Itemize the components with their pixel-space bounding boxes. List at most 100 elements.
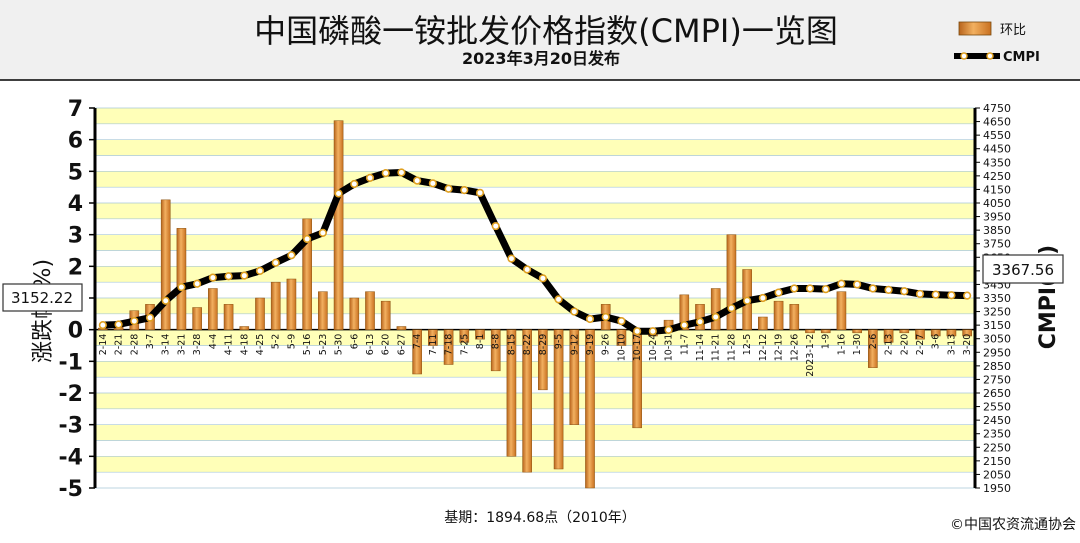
x-tick-label: 7-18 bbox=[444, 334, 455, 356]
x-tick-label: 5-16 bbox=[302, 334, 313, 356]
chart-title: 中国磷酸一铵批发价格指数(CMPI)一览图 bbox=[254, 12, 838, 50]
cmpi-point bbox=[601, 312, 610, 322]
cmpi-point bbox=[475, 188, 485, 197]
cmpi-point bbox=[900, 287, 909, 296]
left-tick-label: -5 bbox=[59, 477, 83, 502]
left-callout-text: 3152.22 bbox=[11, 289, 73, 307]
x-tick-label: 2023-1-2 bbox=[805, 334, 816, 377]
legend-line-marker bbox=[986, 52, 994, 60]
header-background bbox=[0, 0, 1080, 80]
right-tick-label: 3950 bbox=[983, 211, 1011, 224]
bar-change bbox=[286, 278, 297, 330]
right-tick-label: 2950 bbox=[983, 346, 1011, 359]
cmpi-point bbox=[130, 316, 139, 326]
x-tick-label: 10-10 bbox=[616, 334, 627, 362]
cmpi-point bbox=[648, 327, 657, 336]
legend-bar-label: 环比 bbox=[1000, 23, 1026, 38]
plot-band bbox=[95, 282, 975, 298]
x-tick-label: 2-6 bbox=[868, 334, 879, 350]
bar-change bbox=[302, 218, 312, 330]
x-tick-label: 2-21 bbox=[114, 334, 125, 356]
cmpi-point bbox=[303, 234, 312, 244]
left-tick-label: 5 bbox=[68, 160, 83, 185]
cmpi-point bbox=[240, 271, 249, 280]
cmpi-point bbox=[947, 291, 956, 300]
bar-change bbox=[710, 288, 721, 330]
cmpi-point bbox=[695, 317, 705, 326]
bar-change bbox=[176, 228, 187, 330]
x-tick-label: 4-25 bbox=[255, 334, 266, 356]
x-tick-label: 1-16 bbox=[836, 334, 847, 356]
x-tick-label: 2-13 bbox=[884, 334, 895, 356]
cmpi-point bbox=[444, 184, 453, 193]
x-tick-label: 4-11 bbox=[224, 334, 235, 356]
cmpi-point bbox=[271, 258, 280, 267]
right-tick-label: 4650 bbox=[983, 116, 1011, 129]
plot-band bbox=[95, 250, 975, 267]
x-tick-label: 2-28 bbox=[129, 334, 140, 356]
x-tick-label: 5-2 bbox=[271, 334, 282, 350]
x-tick-label: 2-20 bbox=[899, 334, 910, 356]
cmpi-point bbox=[680, 321, 689, 330]
right-tick-label: 3350 bbox=[983, 292, 1011, 305]
left-tick-label: -4 bbox=[59, 445, 83, 470]
plot-band bbox=[95, 424, 975, 441]
cmpi-point bbox=[98, 321, 107, 330]
bar-change bbox=[789, 304, 800, 330]
bar-change bbox=[946, 329, 957, 337]
footer-base-period: 基期：1894.68点（2010年） bbox=[444, 509, 636, 526]
cmpi-point bbox=[884, 285, 893, 294]
cmpi-point bbox=[758, 293, 767, 303]
plot-band bbox=[95, 393, 975, 409]
x-tick-label: 1-30 bbox=[852, 334, 863, 356]
right-tick-label: 3050 bbox=[983, 333, 1011, 346]
footer-copyright: ©中国农资流通协会 bbox=[950, 517, 1076, 533]
right-tick-label: 3750 bbox=[983, 238, 1011, 251]
plot-band bbox=[95, 187, 975, 203]
right-tick-label: 4350 bbox=[983, 156, 1011, 169]
left-tick-label: -2 bbox=[59, 382, 83, 407]
bar-change bbox=[192, 307, 202, 330]
x-tick-label: 9-19 bbox=[585, 334, 596, 356]
bar-change bbox=[490, 329, 501, 372]
cmpi-point bbox=[365, 173, 375, 182]
bar-change bbox=[270, 281, 281, 330]
right-tick-label: 3250 bbox=[983, 306, 1011, 319]
x-tick-label: 3-7 bbox=[145, 334, 156, 350]
bar-change bbox=[239, 326, 250, 330]
bar-change bbox=[365, 291, 375, 330]
bar-change bbox=[868, 329, 878, 368]
bar-change bbox=[349, 297, 360, 330]
bar-change bbox=[443, 329, 454, 365]
right-tick-label: 4750 bbox=[983, 102, 1011, 115]
bar-change bbox=[726, 234, 737, 330]
x-tick-label: 3-20 bbox=[962, 334, 973, 356]
plot-area: 76543210-1-2-3-4-54750465045504450435042… bbox=[59, 97, 1011, 502]
bar-change bbox=[899, 329, 910, 334]
plot-band bbox=[95, 139, 975, 156]
x-tick-label: 11-28 bbox=[726, 334, 737, 362]
chart-subtitle: 2023年3月20日发布 bbox=[462, 49, 620, 68]
cmpi-point bbox=[837, 279, 846, 288]
right-tick-label: 4550 bbox=[983, 129, 1011, 142]
bar-change bbox=[412, 329, 422, 375]
x-tick-label: 6-6 bbox=[349, 334, 360, 350]
cmpi-point bbox=[633, 327, 642, 336]
right-tick-label: 2150 bbox=[983, 455, 1011, 468]
right-tick-label: 2250 bbox=[983, 441, 1011, 454]
x-tick-label: 11-21 bbox=[711, 334, 722, 362]
plot-band bbox=[95, 155, 975, 172]
plot-band bbox=[95, 408, 975, 425]
x-tick-label: 3-21 bbox=[176, 334, 187, 356]
legend-line-label: CMPI bbox=[1003, 50, 1040, 65]
cmpi-point bbox=[805, 284, 815, 293]
x-tick-label: 10-17 bbox=[632, 334, 643, 362]
cmpi-point bbox=[114, 320, 123, 329]
bar-change bbox=[616, 329, 627, 346]
plot-band bbox=[95, 361, 975, 378]
cmpi-point bbox=[585, 314, 595, 324]
cmpi-point bbox=[507, 254, 516, 263]
cmpi-point bbox=[743, 296, 752, 305]
x-tick-label: 3-14 bbox=[161, 334, 172, 356]
x-tick-label: 3-13 bbox=[946, 334, 957, 356]
